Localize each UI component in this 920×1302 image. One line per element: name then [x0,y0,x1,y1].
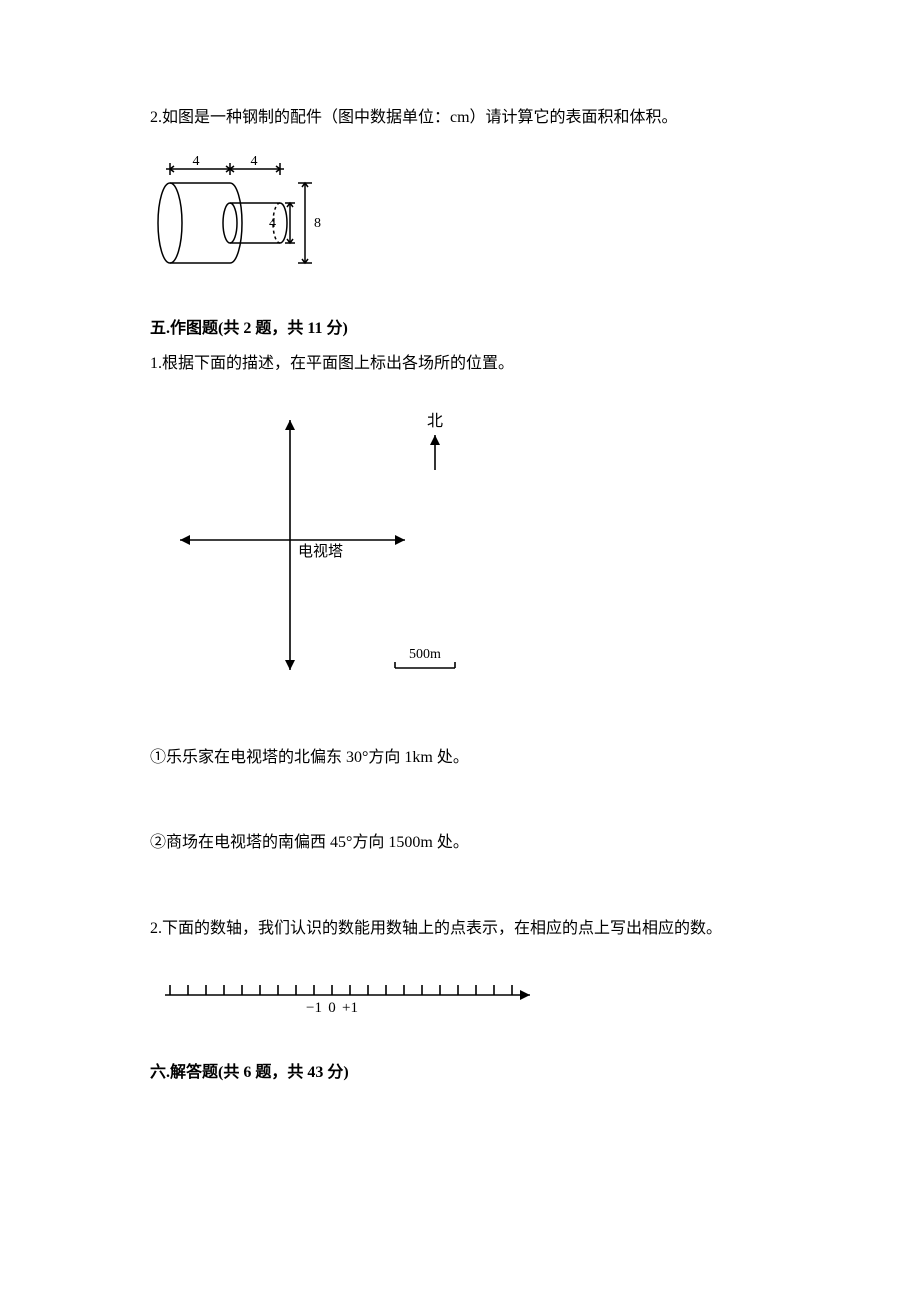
section5-title: 五.作图题(共 2 题，共 11 分) [150,311,770,346]
number-line: −1 0 +1 [150,970,550,1025]
north-label: 北 [427,412,443,430]
s5-q1-figure: 北 电视塔 500m [160,400,770,700]
dim-c: 4 [269,216,276,231]
q2-text: 2.如图是一种钢制的配件（图中数据单位：cm）请计算它的表面积和体积。 [150,100,770,135]
s5-q1-sub1: ①乐乐家在电视塔的北偏东 30°方向 1km 处。 [150,740,770,775]
s5-q1-sub2: ②商场在电视塔的南偏西 45°方向 1500m 处。 [150,825,770,860]
tick-pos1: +1 [342,1000,358,1016]
scale-label: 500m [409,647,441,662]
section6-title: 六.解答题(共 6 题，共 43 分) [150,1055,770,1090]
s5-q1-text: 1.根据下面的描述，在平面图上标出各场所的位置。 [150,346,770,381]
page: 2.如图是一种钢制的配件（图中数据单位：cm）请计算它的表面积和体积。 [0,0,920,1302]
dim-a: 4 [193,154,200,169]
cylinder-diagram: 4 4 4 8 [150,153,330,283]
dim-b: 4 [251,154,258,169]
compass-diagram: 北 电视塔 500m [160,400,500,700]
q2-figure: 4 4 4 8 [150,153,770,283]
tick-neg1: −1 [306,1000,322,1016]
s5-q2-figure: −1 0 +1 [150,970,770,1025]
dim-d: 8 [314,216,321,231]
center-label: 电视塔 [298,543,343,560]
tick-zero: 0 [328,1000,336,1016]
s5-q2-text: 2.下面的数轴，我们认识的数能用数轴上的点表示，在相应的点上写出相应的数。 [150,910,770,948]
